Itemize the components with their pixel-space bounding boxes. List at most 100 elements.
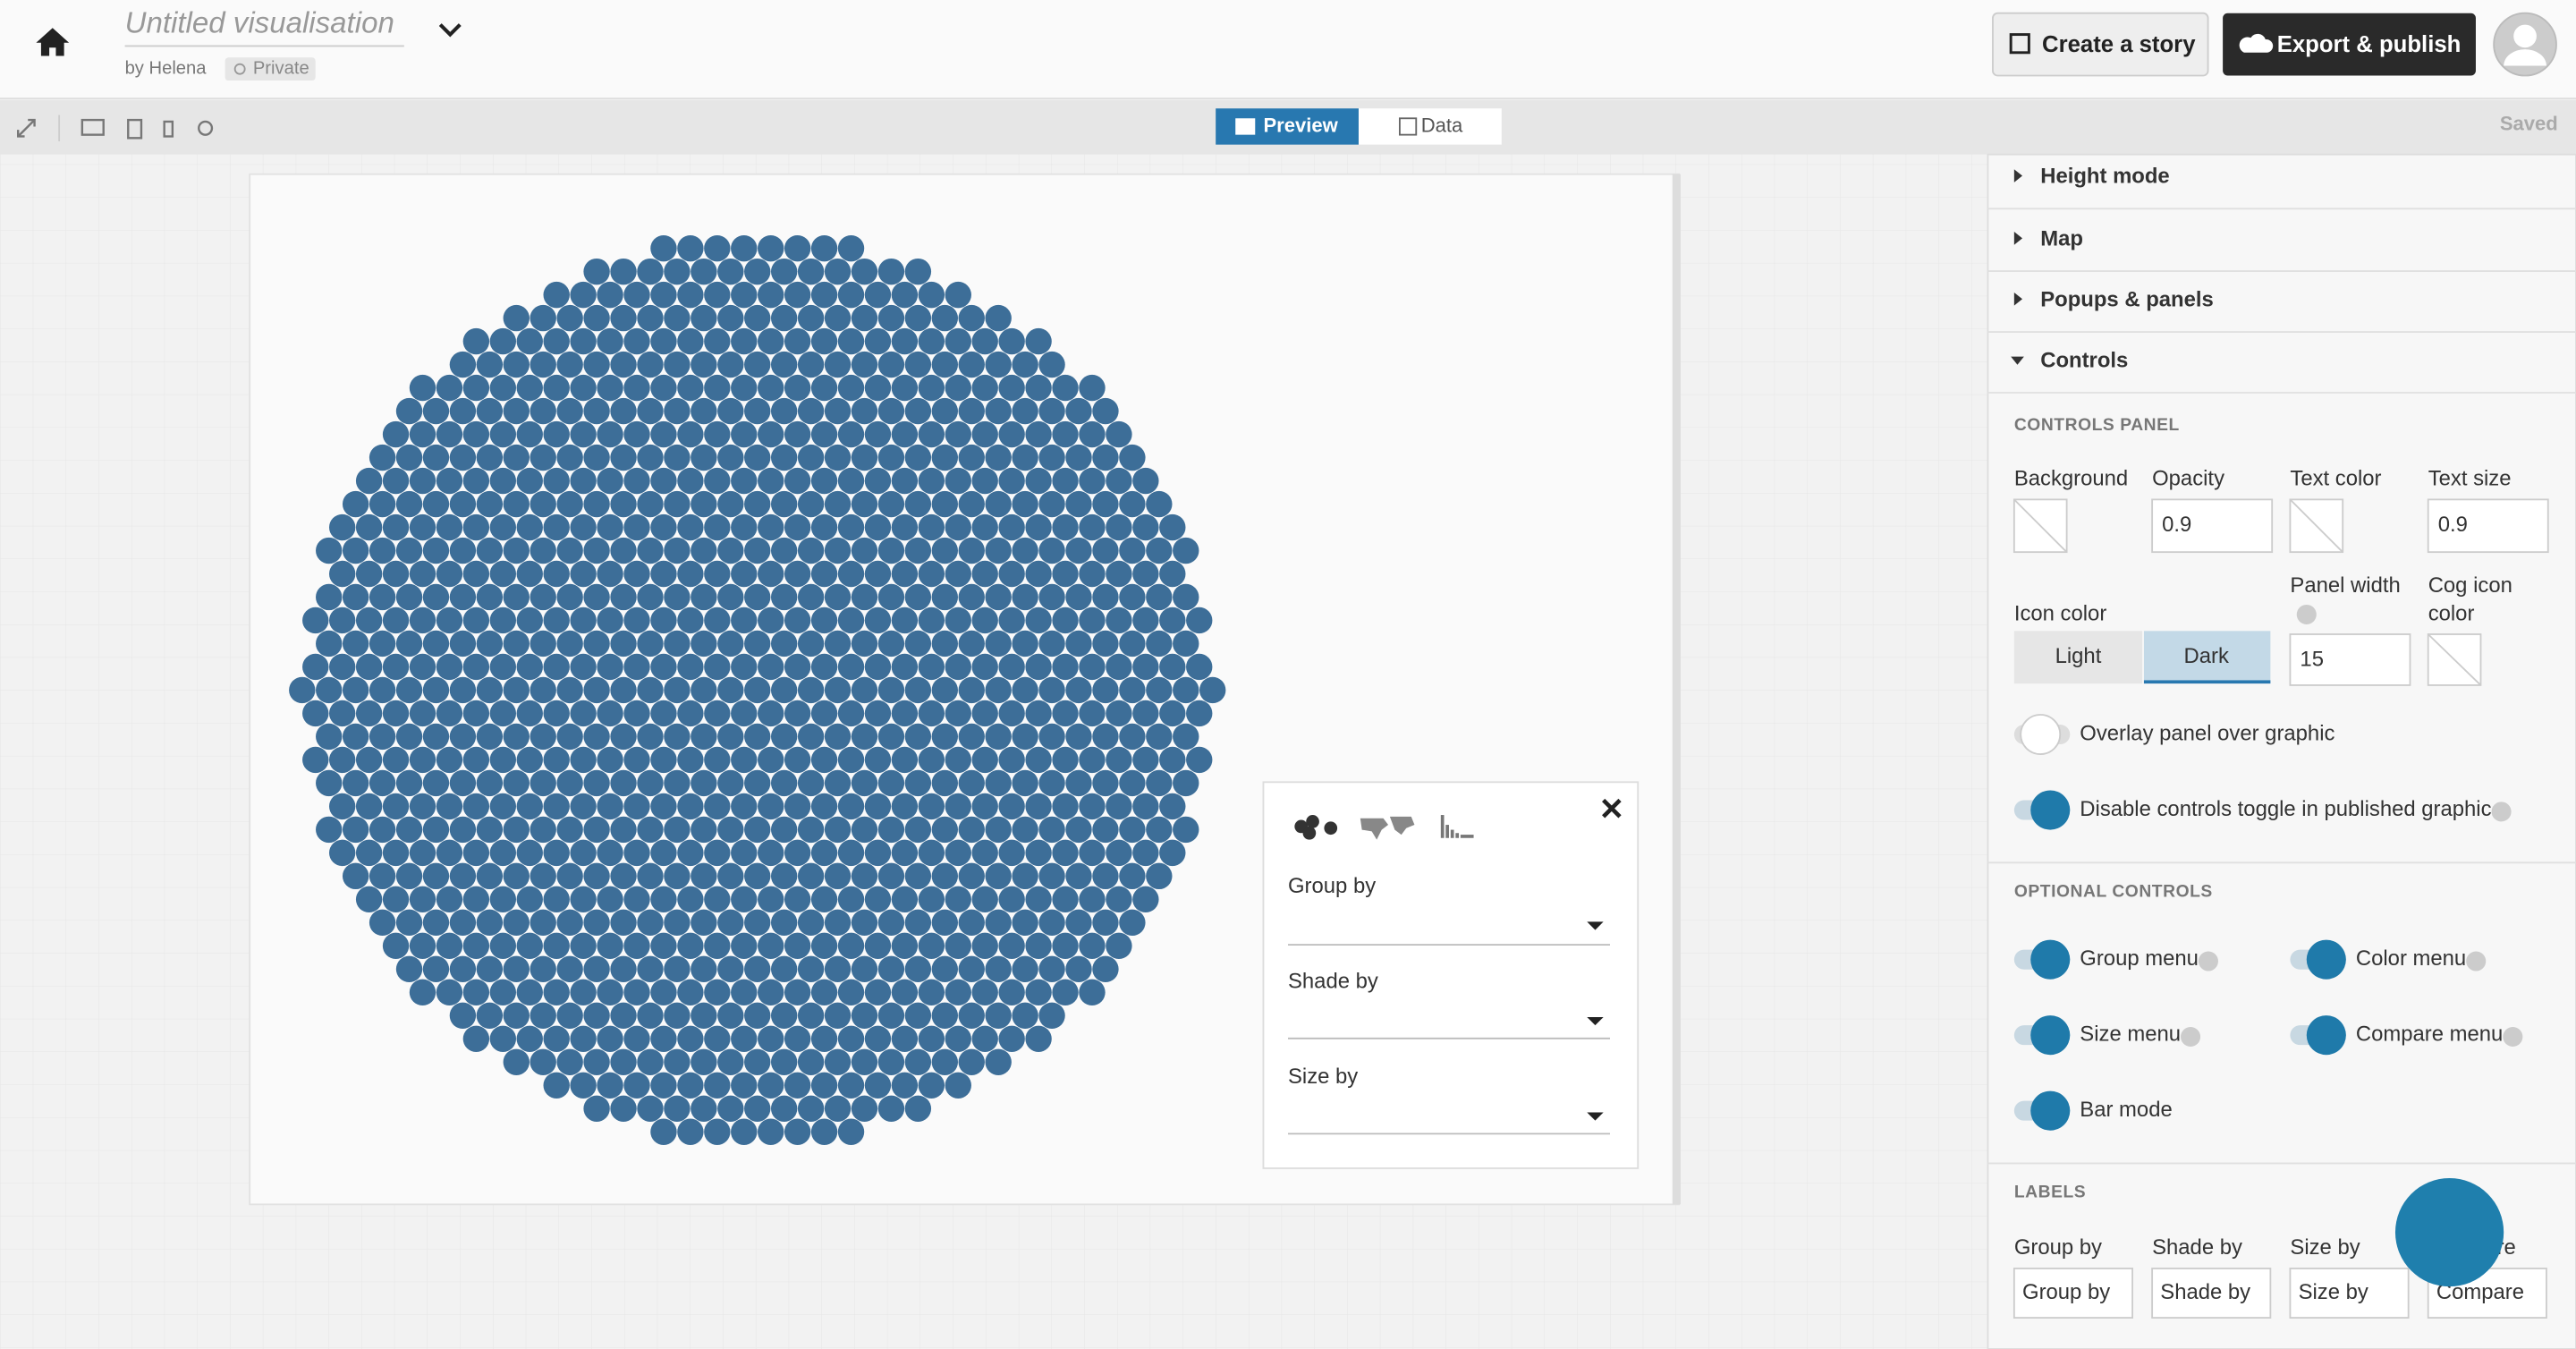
- dot[interactable]: [864, 932, 892, 960]
- dot[interactable]: [664, 955, 691, 983]
- dot[interactable]: [503, 769, 530, 797]
- dot[interactable]: [731, 234, 758, 262]
- dot[interactable]: [1012, 351, 1038, 378]
- dot[interactable]: [650, 653, 677, 681]
- dot[interactable]: [1052, 746, 1079, 774]
- dot[interactable]: [516, 420, 543, 448]
- dot[interactable]: [824, 397, 852, 425]
- dot[interactable]: [744, 304, 771, 332]
- dot[interactable]: [918, 374, 945, 402]
- dot[interactable]: [904, 1002, 932, 1029]
- dot[interactable]: [597, 374, 623, 402]
- dot[interactable]: [650, 1118, 677, 1145]
- dot[interactable]: [717, 583, 744, 611]
- dot[interactable]: [1132, 467, 1159, 495]
- dot[interactable]: [891, 560, 919, 588]
- dot[interactable]: [623, 560, 650, 588]
- dot[interactable]: [489, 979, 517, 1006]
- dot[interactable]: [998, 886, 1025, 913]
- dot[interactable]: [1106, 700, 1132, 727]
- dot[interactable]: [985, 909, 1012, 937]
- dot[interactable]: [758, 932, 784, 960]
- dot[interactable]: [931, 955, 958, 983]
- dot[interactable]: [1038, 630, 1065, 658]
- dot[interactable]: [342, 537, 369, 564]
- dot[interactable]: [731, 607, 758, 634]
- dot[interactable]: [704, 607, 731, 634]
- dot[interactable]: [409, 467, 436, 495]
- dot[interactable]: [904, 676, 932, 704]
- dot[interactable]: [770, 397, 798, 425]
- dot[interactable]: [758, 1025, 784, 1052]
- dot[interactable]: [1173, 723, 1199, 751]
- dot[interactable]: [369, 769, 396, 797]
- dot[interactable]: [395, 909, 423, 937]
- dot[interactable]: [1106, 653, 1132, 681]
- dot[interactable]: [610, 955, 637, 983]
- dot[interactable]: [985, 1048, 1012, 1075]
- dot[interactable]: [623, 1072, 650, 1099]
- dot[interactable]: [945, 467, 971, 495]
- dot[interactable]: [1132, 513, 1159, 541]
- dot[interactable]: [851, 537, 878, 564]
- dot[interactable]: [637, 444, 664, 471]
- dot[interactable]: [436, 793, 463, 820]
- dot[interactable]: [851, 816, 878, 844]
- dot[interactable]: [664, 769, 691, 797]
- dot[interactable]: [810, 607, 838, 634]
- dot[interactable]: [610, 304, 637, 332]
- dot[interactable]: [382, 420, 410, 448]
- dot[interactable]: [476, 630, 504, 658]
- dot[interactable]: [395, 955, 423, 983]
- dot[interactable]: [677, 234, 704, 262]
- dot[interactable]: [784, 607, 811, 634]
- dot[interactable]: [971, 793, 998, 820]
- dot[interactable]: [704, 932, 731, 960]
- dot[interactable]: [462, 374, 490, 402]
- dot[interactable]: [316, 537, 343, 564]
- dot[interactable]: [409, 420, 436, 448]
- dot[interactable]: [704, 234, 731, 262]
- dot[interactable]: [851, 955, 878, 983]
- dot[interactable]: [824, 444, 852, 471]
- dot[interactable]: [1186, 746, 1213, 774]
- dot[interactable]: [1146, 490, 1173, 518]
- dot[interactable]: [1079, 839, 1106, 867]
- dot[interactable]: [744, 769, 771, 797]
- dot[interactable]: [985, 397, 1012, 425]
- dot[interactable]: [931, 397, 958, 425]
- dot[interactable]: [436, 607, 463, 634]
- option-label[interactable]: Light: [2055, 644, 2102, 668]
- dot[interactable]: [704, 374, 731, 402]
- dot[interactable]: [717, 676, 744, 704]
- dot[interactable]: [395, 444, 423, 471]
- dot[interactable]: [704, 513, 731, 541]
- dot[interactable]: [945, 281, 971, 309]
- dot[interactable]: [449, 955, 477, 983]
- dot[interactable]: [851, 583, 878, 611]
- dot[interactable]: [556, 1048, 583, 1075]
- dot[interactable]: [476, 723, 504, 751]
- dot[interactable]: [891, 1072, 919, 1099]
- dot[interactable]: [758, 1072, 784, 1099]
- dot[interactable]: [489, 932, 517, 960]
- dot[interactable]: [583, 630, 610, 658]
- dot[interactable]: [717, 955, 744, 983]
- dot[interactable]: [770, 583, 798, 611]
- dot[interactable]: [1092, 676, 1119, 704]
- dot[interactable]: [864, 607, 892, 634]
- dot[interactable]: [864, 560, 892, 588]
- dot[interactable]: [918, 653, 945, 681]
- dot[interactable]: [904, 304, 932, 332]
- dot[interactable]: [302, 700, 329, 727]
- dot[interactable]: [664, 909, 691, 937]
- dot[interactable]: [877, 769, 905, 797]
- dot[interactable]: [758, 839, 784, 867]
- dot[interactable]: [1119, 723, 1146, 751]
- dot[interactable]: [731, 746, 758, 774]
- dot[interactable]: [877, 1048, 905, 1075]
- dot[interactable]: [1199, 676, 1226, 704]
- dot[interactable]: [971, 560, 998, 588]
- dot[interactable]: [1025, 932, 1052, 960]
- dot[interactable]: [784, 1118, 811, 1145]
